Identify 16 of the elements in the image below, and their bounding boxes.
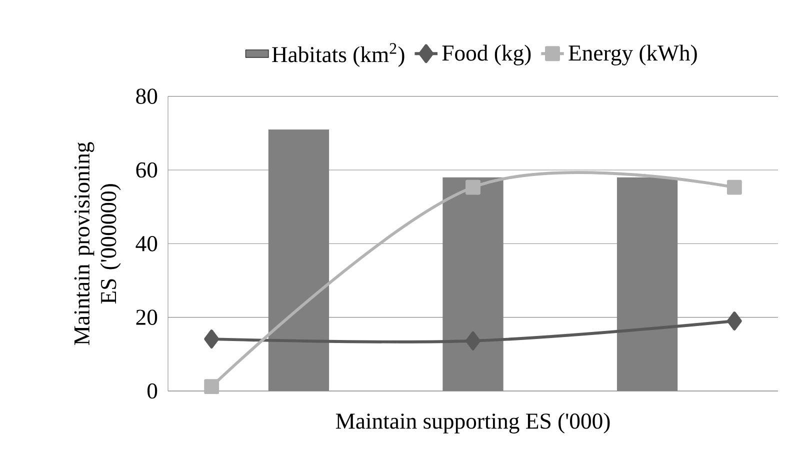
point xyxy=(204,330,220,349)
legend-label: Food (kg) xyxy=(442,44,531,66)
y-tick-label: 0 xyxy=(147,383,158,399)
x-axis-title: Maintain supporting ES ('000) xyxy=(336,412,610,434)
y-axis-title: Maintain provisioning ES ('000000) xyxy=(74,142,121,345)
legend-label: Habitats (km$^{2}$) xyxy=(272,43,404,67)
y-tick-label: 60 xyxy=(136,162,158,178)
legend-label: Energy (kWh) xyxy=(568,44,697,66)
point xyxy=(204,379,220,394)
y-tick-label: 40 xyxy=(136,236,158,252)
point xyxy=(466,180,480,195)
y-tick-label: 80 xyxy=(136,88,158,104)
point xyxy=(726,180,742,195)
point xyxy=(726,312,742,330)
point xyxy=(466,331,480,350)
y-tick-label: 20 xyxy=(136,310,158,325)
